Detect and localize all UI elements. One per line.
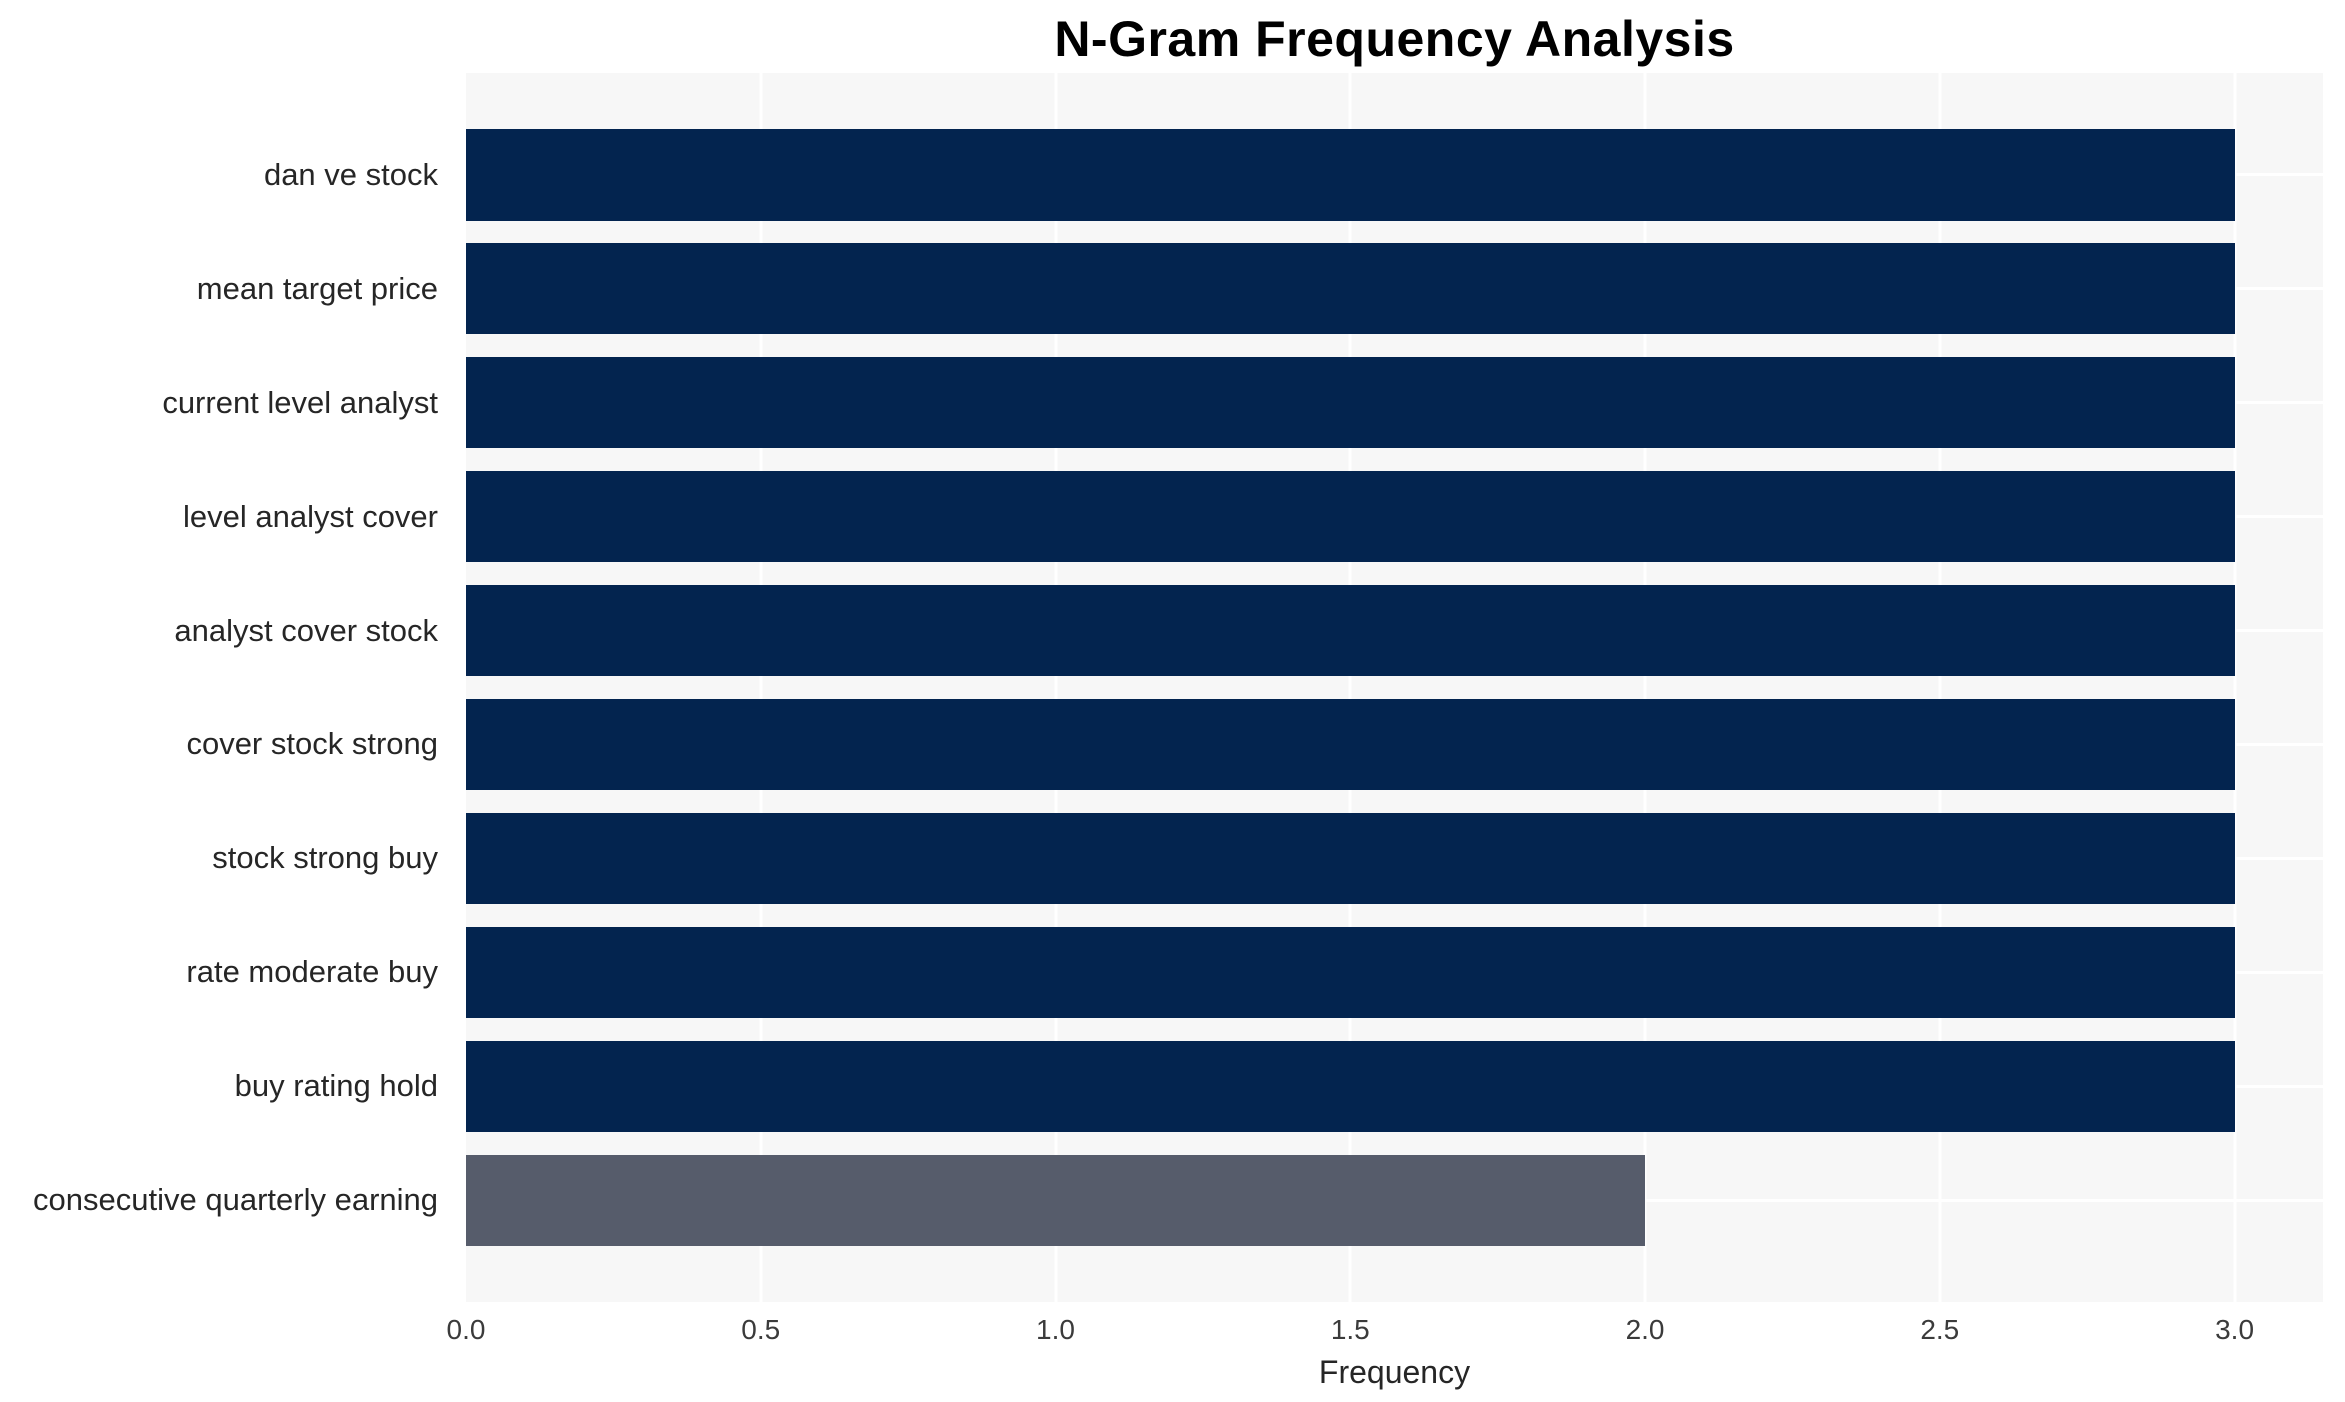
- bar: [466, 1154, 1646, 1246]
- x-tick-label: 1.5: [1330, 1314, 1370, 1345]
- y-tick-label: consecutive quarterly earning: [33, 1182, 438, 1218]
- x-tick-label: 1.0: [1036, 1314, 1075, 1345]
- gridline-vertical: [1054, 73, 1058, 1302]
- bar: [466, 129, 2235, 221]
- y-tick-label: rate moderate buy: [186, 954, 438, 990]
- y-tick-label: mean target price: [196, 270, 438, 306]
- x-axis-ticks: 0.0 0.5 1.0 1.5 2.0 2.5 3.0: [447, 1314, 2323, 1354]
- y-tick-label: analyst cover stock: [174, 612, 438, 648]
- bar-row: [466, 232, 2323, 346]
- x-tick-label: 2.0: [1625, 1314, 1665, 1345]
- bar: [466, 357, 2235, 449]
- x-tick-label: 2.5: [1920, 1314, 1960, 1345]
- y-tick-label: level analyst cover: [182, 498, 438, 534]
- y-axis-labels: dan ve stock mean target price current lev…: [0, 73, 452, 1302]
- bar-row: [466, 1029, 2323, 1143]
- bar-row: [466, 574, 2323, 688]
- bar: [466, 698, 2235, 791]
- x-tick-label: 0.5: [741, 1314, 781, 1345]
- x-tick-label: 0.0: [446, 1314, 486, 1345]
- y-tick-label: stock strong buy: [212, 840, 438, 876]
- y-tick-label: current level analyst: [162, 384, 438, 420]
- bars-layer: [466, 73, 2323, 1302]
- bar: [466, 243, 2235, 335]
- bar: [466, 471, 2235, 563]
- bar: [466, 585, 2235, 677]
- bar: [466, 926, 2235, 1018]
- plot-area: [466, 73, 2323, 1302]
- bar-row: [466, 688, 2323, 802]
- x-axis-label: Frequency: [1318, 1354, 1471, 1390]
- bar-row: [466, 118, 2323, 232]
- gridline-vertical: [759, 73, 763, 1302]
- bar-row: [466, 460, 2323, 574]
- chart-title: N-Gram Frequency Analysis: [1054, 11, 1735, 67]
- bar: [466, 812, 2235, 904]
- bar-row: [466, 915, 2323, 1029]
- y-tick-label: buy rating hold: [234, 1068, 438, 1104]
- gridline-vertical: [1643, 73, 1647, 1302]
- x-tick-label: 3.0: [2215, 1314, 2255, 1345]
- gridline-vertical: [1938, 73, 1942, 1302]
- bar: [466, 1040, 2235, 1132]
- bar-row: [466, 346, 2323, 460]
- bar-row: [466, 1143, 2323, 1257]
- y-tick-label: cover stock strong: [186, 726, 438, 762]
- y-tick-label: dan ve stock: [263, 156, 438, 192]
- gridline-vertical: [2233, 73, 2237, 1302]
- gridline-vertical: [1348, 73, 1352, 1302]
- bar-row: [466, 801, 2323, 915]
